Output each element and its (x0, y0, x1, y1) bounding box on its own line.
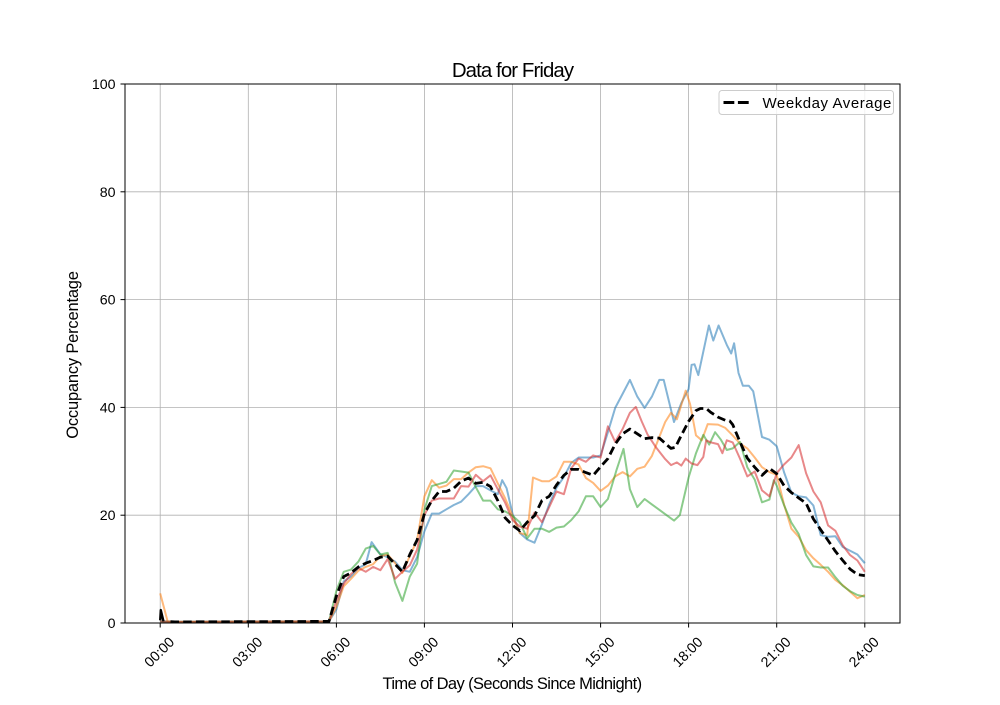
svg-text:80: 80 (100, 185, 116, 201)
svg-text:20: 20 (100, 508, 116, 524)
svg-text:100: 100 (92, 77, 116, 93)
svg-text:0: 0 (108, 616, 116, 632)
svg-text:60: 60 (100, 293, 116, 309)
svg-text:Weekday Average: Weekday Average (763, 95, 892, 112)
svg-text:Occupancy Percentage: Occupancy Percentage (64, 271, 82, 439)
svg-text:Data for Friday: Data for Friday (452, 60, 575, 82)
svg-text:Time of Day (Seconds Since Mid: Time of Day (Seconds Since Midnight) (383, 675, 642, 693)
svg-text:40: 40 (100, 400, 116, 416)
